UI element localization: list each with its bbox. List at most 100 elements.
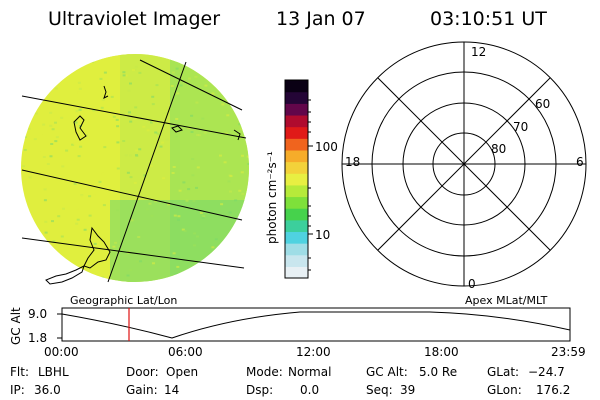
time-tick-label: 06:00 [168,345,203,359]
disk-speckle [187,188,191,191]
disk-speckle [240,171,244,174]
disk-speckle [28,176,32,179]
status-gcalt-value: 5.0 Re [419,365,458,379]
disk-speckle [45,253,49,256]
disk-speckle [133,117,137,120]
disk-speckle [204,84,208,87]
status-ip-key: IP: [10,383,25,397]
status-glon-value: 176.2 [536,383,571,397]
disk-speckle [167,203,171,206]
colorbar-segment [285,126,308,139]
altitude-tick-label: 1.8 [28,331,48,345]
disk-speckle [55,136,59,139]
disk-speckle [75,110,79,113]
colorbar-segment [285,114,308,128]
date-label: 13 Jan 07 [276,8,366,30]
disk-speckle [244,94,248,97]
disk-speckle [238,54,242,57]
disk-speckle [190,131,194,133]
disk-speckle [115,118,119,121]
disk-speckle [23,136,27,138]
disk-speckle [146,129,150,132]
colorbar-segment [285,138,308,151]
polar-diagonal-line [377,77,551,251]
disk-speckle [129,269,133,271]
disk-speckle [40,265,44,268]
disk-speckle [126,171,130,174]
colorbar-tick-label: 10 [315,228,331,242]
disk-speckle [191,174,195,177]
disk-speckle [239,128,243,131]
disk-speckle [238,189,242,192]
disk-speckle [202,215,206,218]
disk-speckle [46,163,50,165]
disk-speckle [77,155,81,158]
disk-speckle [116,125,120,128]
mlat-label-70: 70 [513,120,529,134]
disk-speckle [224,132,228,135]
disk-speckle [73,183,77,185]
colorbar-tick-label: 100 [315,140,338,154]
disk-speckle [138,71,142,74]
disk-speckle [92,109,96,112]
disk-speckle [112,245,116,248]
disk-speckle [116,167,120,170]
disk-speckle [57,215,61,218]
instrument-title: Ultraviolet Imager [48,8,221,30]
polar-plot [341,41,587,287]
disk-speckle [123,255,127,258]
disk-speckle [196,166,200,169]
disk-speckle [25,234,29,237]
disk-speckle [54,121,57,124]
disk-speckle [196,235,200,238]
disk-speckle [110,95,114,98]
disk-speckle [178,189,182,192]
disk-speckle [175,135,179,138]
disk-speckle [91,60,95,63]
colorbar-segment [285,208,308,221]
disk-speckle [49,259,53,261]
disk-speckle [176,265,180,268]
status-flt-value: LBHL [38,365,69,379]
colorbar-segment [285,91,308,104]
latitude-line [21,95,247,139]
disk-speckle [234,199,238,202]
disk-speckle [155,84,159,87]
disk-speckle [22,195,26,198]
disk-speckle [221,103,225,106]
disk-speckle [130,219,134,222]
disk-speckle [79,145,83,148]
disk-speckle [40,58,44,61]
disk-speckle [127,89,131,92]
disk-speckle [214,238,218,241]
status-ip-value: 36.0 [34,383,61,397]
colorbar-segment [285,161,308,174]
disk-speckle [133,181,137,184]
disk-speckle [151,120,155,123]
disk-speckle [196,134,200,136]
disk-speckle [199,212,203,214]
disk-speckle [129,120,133,123]
polar-panel-label: Apex MLat/MLT [465,294,548,307]
disk-speckle [23,226,27,229]
disk-speckle [194,69,198,72]
disk-speckle [88,195,92,198]
status-door-value: Open [166,365,199,379]
disk-speckle [177,218,180,221]
disk-speckle [211,246,215,249]
disk-speckle [43,188,47,191]
disk-speckle [74,122,78,125]
disk-speckle [195,101,199,104]
status-gain-value: 14 [164,383,180,397]
altitude-tick-label: 9.0 [28,307,48,321]
disk-speckle [124,74,128,77]
colorbar-segment [285,184,308,198]
disk-speckle [190,114,194,117]
time-label: 03:10:51 UT [430,8,547,30]
disk-speckle [25,233,29,236]
disk-speckle [198,134,202,137]
disk-speckle [201,117,205,120]
disk-speckle [211,92,215,95]
colorbar-segment [285,173,308,186]
disk-speckle [134,106,138,109]
